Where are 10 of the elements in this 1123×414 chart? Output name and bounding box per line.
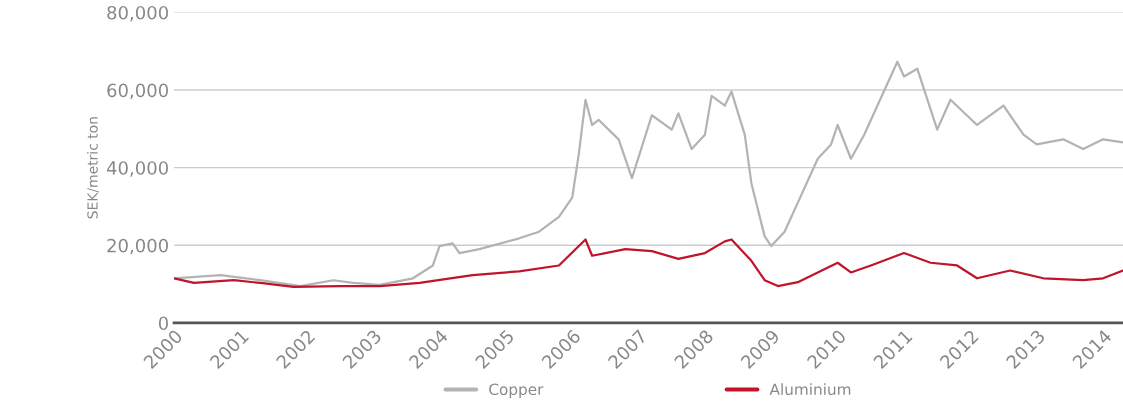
y-tick-label: 0 <box>158 316 168 331</box>
legend-label: Aluminium <box>769 383 851 396</box>
legend-label: Copper <box>489 383 544 399</box>
line-series <box>174 60 1123 288</box>
y-tick-label: 40,000 <box>106 161 168 177</box>
y-tick-label: 80,000 <box>107 5 168 22</box>
y-axis-title: SEK/metric ton <box>87 117 99 219</box>
y-tick-label: 60,000 <box>107 83 168 99</box>
y-tick-label: 20,000 <box>107 238 168 255</box>
line-series <box>174 238 1123 288</box>
